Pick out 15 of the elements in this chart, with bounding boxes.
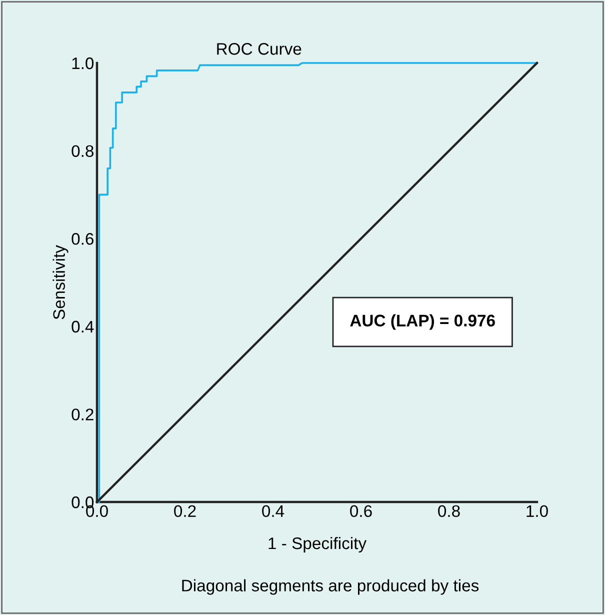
x-tick-label: 0.4 (262, 505, 284, 518)
y-tick-label: 0.6 (72, 233, 94, 245)
chart-title: ROC Curve (217, 43, 302, 55)
annotation: AUC (LAP) = 0.976 (350, 314, 495, 330)
y-tick-label: 0.4 (72, 320, 94, 333)
y-axis-title: Sensitivity (52, 245, 68, 320)
text: Diagonal segments are produced by ties (182, 579, 479, 595)
y-tick-label: 0.2 (72, 408, 94, 420)
y-tick-label: 1.0 (72, 57, 94, 70)
x-axis-title: 1 - Specificity (268, 536, 367, 553)
y-tick-label: 0.8 (72, 145, 94, 158)
x-tick-label: 0.2 (174, 505, 196, 518)
x-tick-label: 0.8 (438, 505, 460, 518)
x-tick-label: 0.6 (350, 505, 372, 518)
x-tick-label: 1.0 (526, 505, 548, 518)
